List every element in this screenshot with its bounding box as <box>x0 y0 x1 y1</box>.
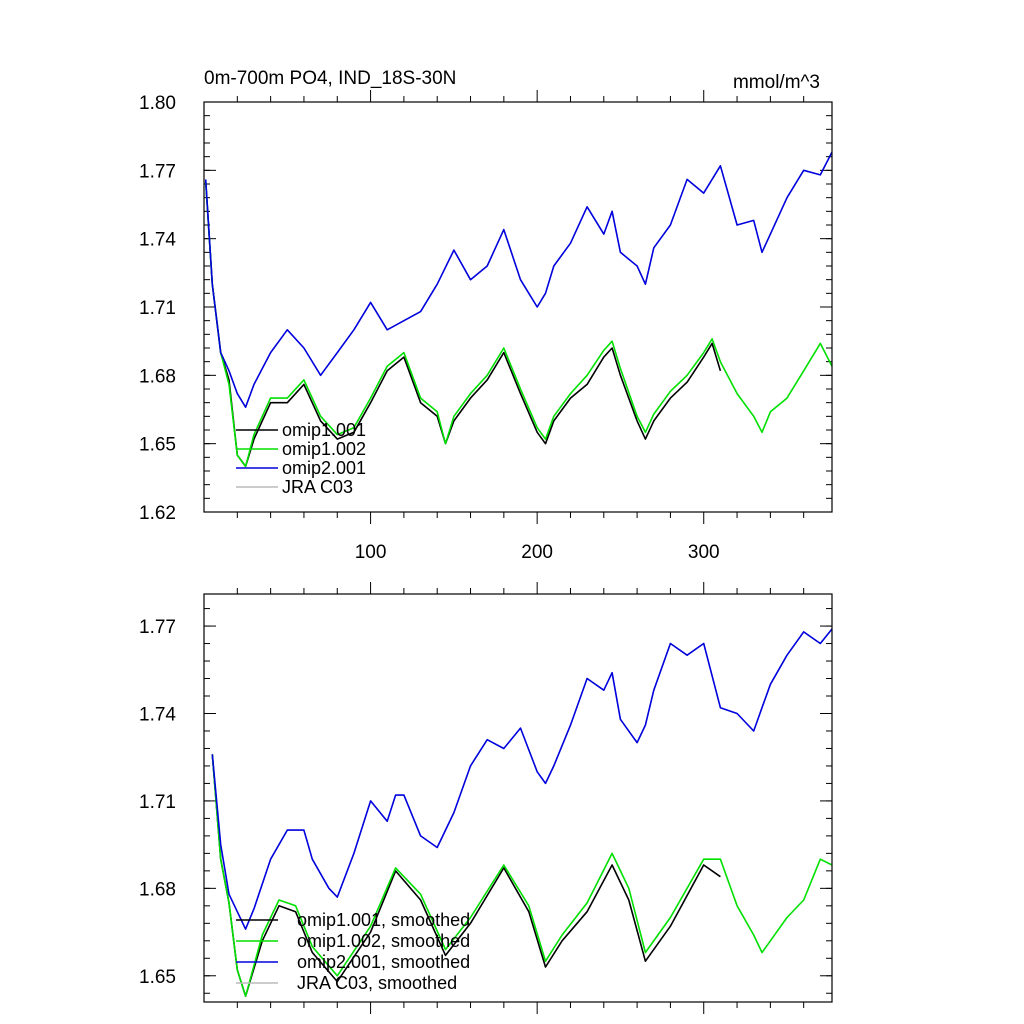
bottom-plot-frame <box>203 593 833 1003</box>
legend-label-omip2-001: omip2.001 <box>282 458 366 478</box>
bottom-plot-axes: 1.65 1.68 1.71 1.74 1.77 <box>139 582 832 1014</box>
series-line-omip1-002 <box>204 181 833 468</box>
x-tick-label: 100 <box>355 542 387 563</box>
y-tick-label: 1.74 <box>139 704 176 725</box>
y-tick-label: 1.68 <box>139 879 176 900</box>
series-line-omip2-001-smoothed <box>211 628 833 930</box>
bottom-plot-series <box>211 628 833 998</box>
top-plot-series <box>204 151 833 468</box>
legend-label-omip1-002: omip1.002 <box>282 439 366 459</box>
top-plot-axes: 1.62 1.65 1.68 1.71 1.74 1.77 1.80 100 200 300 <box>139 90 832 563</box>
units-label: mmol/m^3 <box>733 72 820 93</box>
x-tick-label: 200 <box>521 542 553 563</box>
x-tick-label: 300 <box>688 542 720 563</box>
legend-label-omip1-001: omip1.001 <box>282 420 366 440</box>
y-tick-label: 1.65 <box>139 435 176 456</box>
y-tick-label: 1.77 <box>139 617 176 638</box>
legend-label-jra-c03: JRA C03 <box>282 477 353 497</box>
top-plot-frame <box>203 101 833 513</box>
series-line-omip2-001 <box>204 151 833 409</box>
y-tick-label: 1.80 <box>139 93 176 114</box>
y-tick-label: 1.68 <box>139 366 176 387</box>
y-tick-label: 1.74 <box>139 230 176 251</box>
y-tick-label: 1.71 <box>139 792 176 813</box>
y-tick-label: 1.77 <box>139 161 176 182</box>
legend-label-omip1-001-smoothed: omip1.001, smoothed <box>297 910 470 930</box>
y-tick-label: 1.65 <box>139 967 176 988</box>
series-line-omip1-001 <box>204 181 722 468</box>
bottom-plot-panel: 1.65 1.68 1.71 1.74 1.77 omip1.001, smoothed… <box>139 582 833 1014</box>
plot-title: 0m-700m PO4, IND_18S-30N <box>204 68 456 89</box>
series-line-omip1-002-smoothed <box>211 754 833 998</box>
legend-label-omip2-001-smoothed: omip2.001, smoothed <box>297 952 470 972</box>
top-plot-panel: 0m-700m PO4, IND_18S-30N mmol/m^3 1.621.… <box>139 68 833 563</box>
legend-label-jra-c03-smoothed: JRA C03, smoothed <box>297 973 457 993</box>
y-tick-label: 1.71 <box>139 298 176 319</box>
y-tick-label: 1.62 <box>139 503 176 524</box>
legend-label-omip1-002-smoothed: omip1.002, smoothed <box>297 931 470 951</box>
